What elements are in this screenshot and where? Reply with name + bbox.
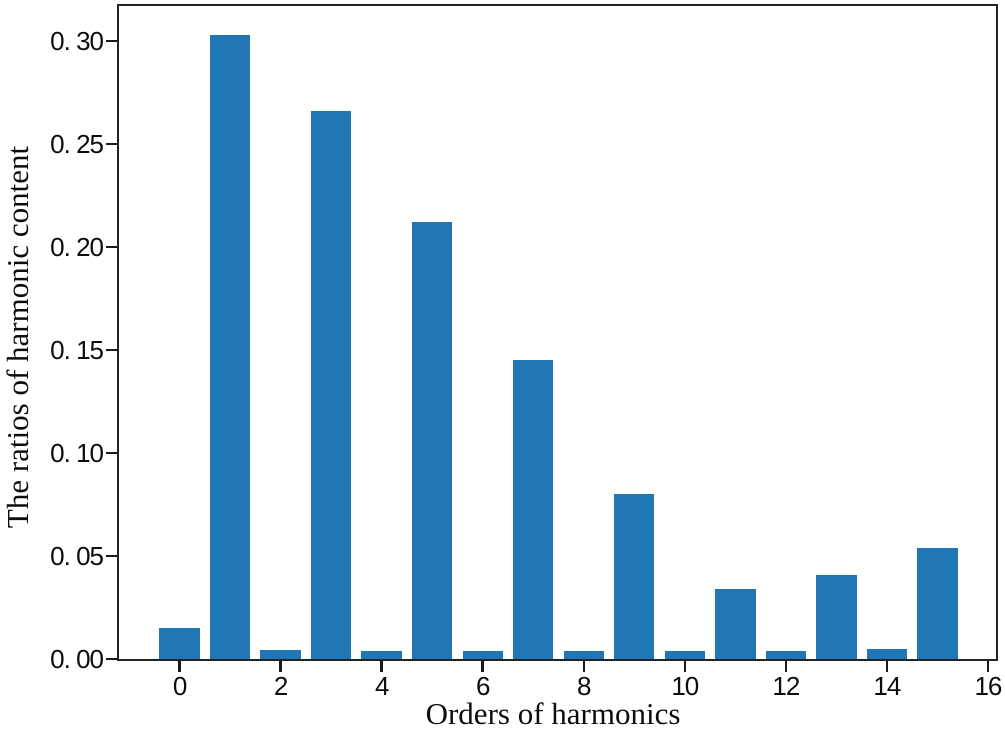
y-tick-label: 0. 25 [50,129,104,160]
y-tick-mark [106,39,117,43]
x-tick-label: 6 [475,671,491,701]
bar-x2 [260,649,301,659]
bar-x8 [563,650,604,659]
y-tick-mark [106,657,117,661]
x-tick-mark [380,661,383,672]
x-tick-mark [582,661,586,672]
y-tick-mark [106,245,117,249]
bar-x1 [209,34,251,659]
bar-x15 [917,547,958,659]
x-tick-mark [683,661,687,672]
x-tick-mark [178,661,181,672]
y-tick-label: 0. 00 [50,644,104,674]
x-tick-mark [986,661,990,672]
x-tick-label: 14 [873,671,901,701]
y-tick-label: 0. 15 [50,335,104,365]
x-tick-label: 8 [577,671,592,701]
x-axis-title: Orders of harmonics [425,696,681,731]
x-tick-label: 10 [671,671,699,701]
x-tick-label: 16 [974,671,1002,701]
y-tick-mark [106,142,117,146]
x-tick-label: 0 [172,671,188,701]
bar-x6 [462,650,503,659]
bar-x3 [310,111,352,659]
plot-area: 0. 00 0. 05 0. 10 0. 15 0. 20 0. 25 0. 30 0 2 4 6 8… [50,4,1002,699]
bar-x7 [513,360,554,659]
y-tick-mark [106,554,117,558]
bar-x14 [866,648,908,659]
y-tick-mark [106,348,117,352]
x-tick-mark [279,661,282,672]
bar-x4 [361,650,402,659]
x-tick-label: 2 [273,671,289,701]
x-tick-label: 4 [374,671,390,701]
y-tick-label: 0. 30 [50,26,104,57]
bar-x9 [614,494,655,659]
y-tick-label: 0. 20 [50,232,104,262]
bar-x11 [715,588,756,659]
y-tick-mark [106,451,117,455]
x-tick-mark [784,661,788,672]
x-tick-mark [481,661,484,672]
bar-x10 [664,650,705,659]
y-axis-title: The ratios of harmonic content [0,145,35,529]
y-tick-label: 0. 05 [50,541,104,571]
x-tick-mark [885,661,889,672]
bar-x5 [412,222,453,659]
bar-x0 [159,628,200,659]
bar-x13 [816,574,857,659]
x-tick-label: 12 [772,671,800,701]
y-tick-label: 0. 10 [50,438,104,468]
bar-x12 [765,650,807,659]
